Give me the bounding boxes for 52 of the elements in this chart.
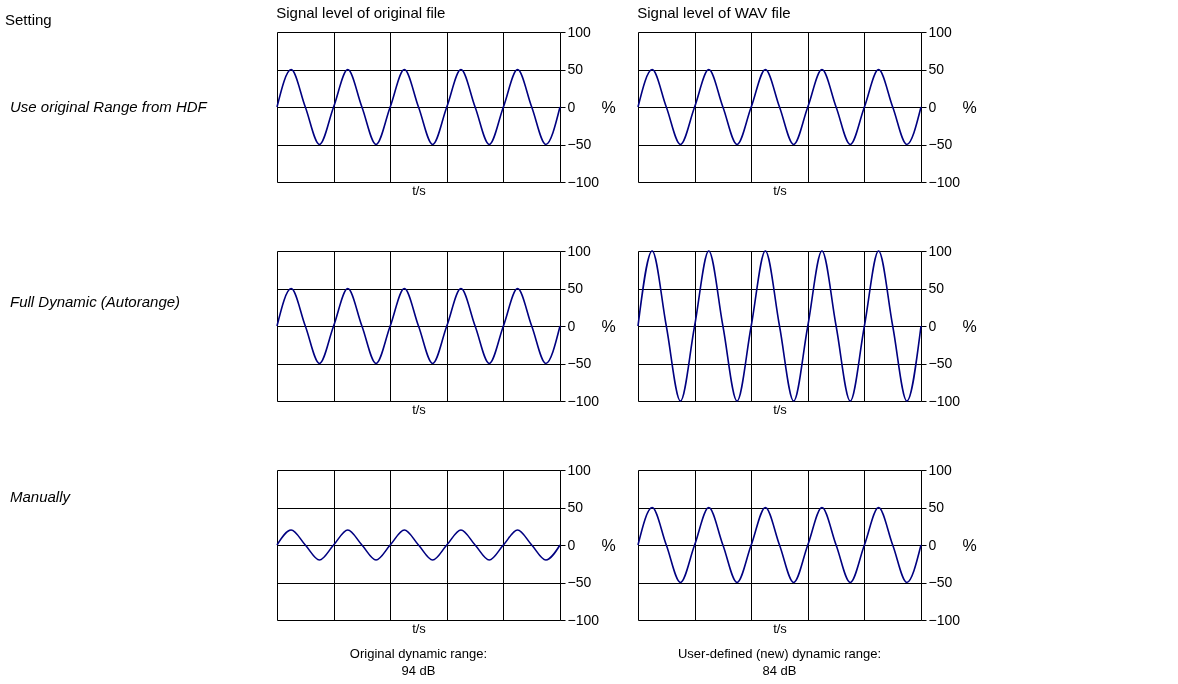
y-tick-label: 50: [928, 61, 945, 77]
y-axis-title: %: [962, 98, 977, 116]
y-tick-label: 50: [567, 499, 584, 515]
y-tick-label: 0: [567, 536, 576, 553]
chart-title: Signal level of original file: [276, 4, 446, 21]
y-tick-label: 100: [567, 23, 592, 40]
y-tick-label: −100: [567, 611, 600, 628]
x-axis-title: t/s: [412, 182, 427, 198]
y-tick-label: −100: [928, 611, 961, 628]
y-axis-title: %: [962, 536, 977, 554]
text: 94 dB: [401, 663, 436, 678]
text: User-defined (new) dynamic range:: [677, 646, 882, 661]
y-tick-label: −50: [567, 355, 592, 371]
text: Original dynamic range:: [349, 646, 488, 661]
text: Full Dynamic (Autorange): [10, 293, 181, 310]
y-tick-label: −50: [928, 136, 953, 152]
x-axis-title: t/s: [773, 401, 788, 417]
x-axis-title: t/s: [773, 620, 788, 636]
x-axis-title: t/s: [773, 182, 788, 198]
y-tick-label: 0: [928, 536, 937, 553]
y-tick-label: −100: [567, 173, 600, 190]
x-axis-title: t/s: [412, 620, 427, 636]
y-tick-label: 50: [567, 280, 584, 296]
x-axis-title: t/s: [412, 401, 427, 417]
y-tick-label: 100: [928, 461, 953, 478]
y-tick-label: −50: [928, 574, 953, 590]
y-tick-label: 100: [567, 242, 592, 259]
y-tick-label: 100: [567, 461, 592, 478]
y-axis-title: %: [601, 536, 616, 554]
y-tick-label: 50: [928, 499, 945, 515]
y-tick-label: 0: [928, 98, 937, 115]
text: 84 dB: [762, 663, 797, 678]
y-tick-label: 0: [567, 317, 576, 334]
y-tick-label: −100: [567, 392, 600, 409]
y-tick-label: −100: [928, 392, 961, 409]
y-axis-title: %: [601, 98, 616, 116]
y-tick-label: −100: [928, 173, 961, 190]
y-tick-label: −50: [928, 355, 953, 371]
y-tick-label: 100: [928, 242, 953, 259]
text: Setting: [5, 11, 52, 28]
y-axis-title: %: [601, 317, 616, 335]
y-axis-title: %: [962, 317, 977, 335]
text: Use original Range from HDF: [10, 98, 208, 115]
chart-title: Signal level of WAV file: [637, 4, 791, 21]
text: Manually: [10, 488, 72, 505]
y-tick-label: 0: [567, 98, 576, 115]
y-tick-label: 50: [567, 61, 584, 77]
y-tick-label: −50: [567, 574, 592, 590]
y-tick-label: 0: [928, 317, 937, 334]
y-tick-label: −50: [567, 136, 592, 152]
y-tick-label: 50: [928, 280, 945, 296]
y-tick-label: 100: [928, 23, 953, 40]
